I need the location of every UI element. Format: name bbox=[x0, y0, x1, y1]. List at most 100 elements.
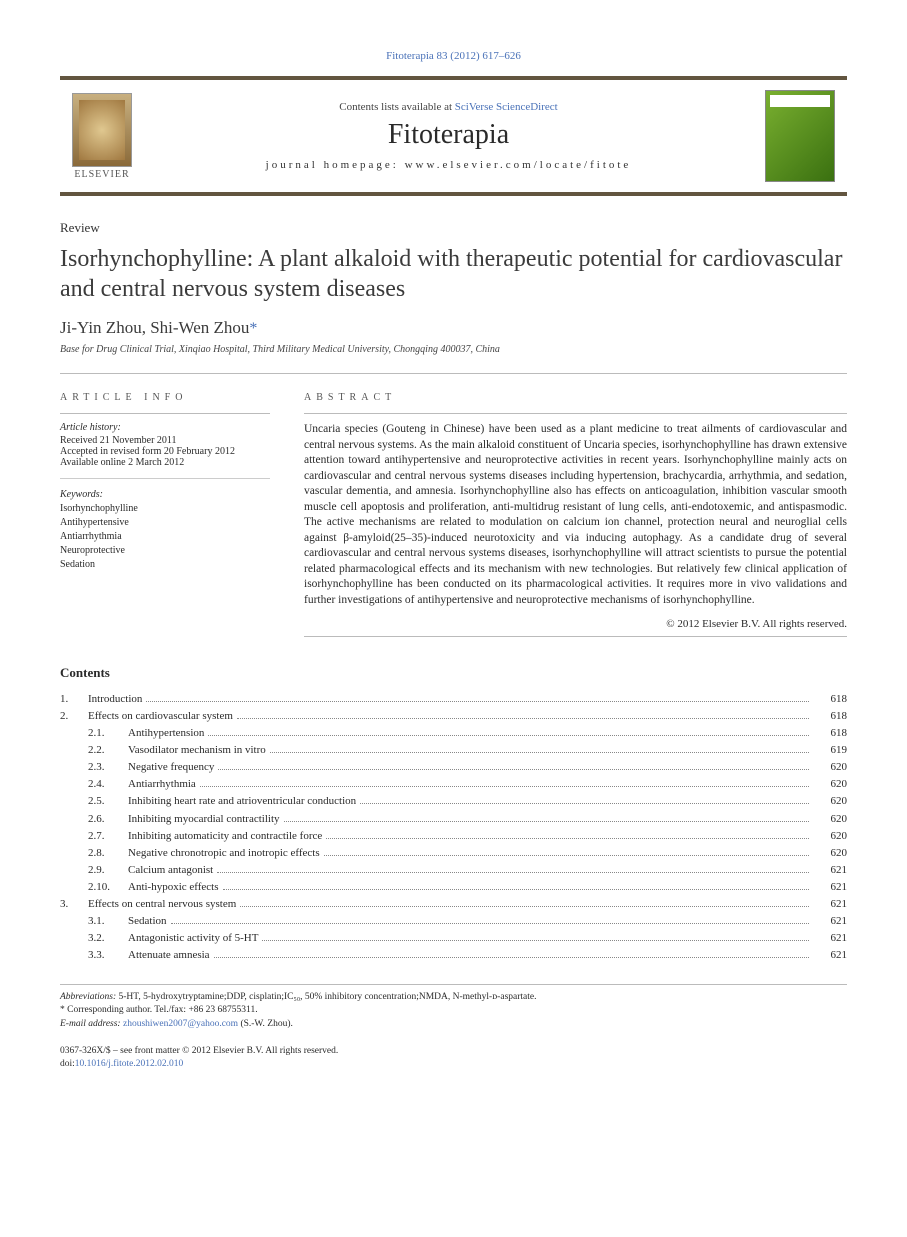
toc-page: 618 bbox=[813, 725, 847, 742]
toc-label: Vasodilator mechanism in vitro bbox=[128, 742, 266, 759]
toc-row: 2.4.Antiarrhythmia620 bbox=[60, 776, 847, 793]
toc-label: Inhibiting myocardial contractility bbox=[128, 811, 280, 828]
toc-subnumber: 2.9. bbox=[88, 862, 128, 879]
toc-page: 620 bbox=[813, 828, 847, 845]
toc-page: 619 bbox=[813, 742, 847, 759]
toc-label: Antagonistic activity of 5-HT bbox=[128, 930, 258, 947]
toc-page: 621 bbox=[813, 862, 847, 879]
history-label: Article history: bbox=[60, 422, 270, 433]
doi-link[interactable]: 10.1016/j.fitote.2012.02.010 bbox=[75, 1059, 183, 1069]
toc-row: 2.5.Inhibiting heart rate and atrioventr… bbox=[60, 793, 847, 810]
toc-label: Sedation bbox=[128, 913, 167, 930]
toc-page: 618 bbox=[813, 708, 847, 725]
citation-line: Fitoterapia 83 (2012) 617–626 bbox=[60, 50, 847, 62]
abstract-heading: ABSTRACT bbox=[304, 392, 847, 403]
toc-row: 3.1.Sedation 621 bbox=[60, 913, 847, 930]
article-title: Isorhynchophylline: A plant alkaloid wit… bbox=[60, 244, 847, 304]
email-label: E-mail address: bbox=[60, 1019, 123, 1029]
toc-subnumber: 2.2. bbox=[88, 742, 128, 759]
footnotes: Abbreviations: 5-HT, 5-hydroxytryptamine… bbox=[60, 984, 847, 1031]
corresponding-label: * Corresponding author. Tel./fax: bbox=[60, 1005, 188, 1015]
toc-label: Attenuate amnesia bbox=[128, 947, 210, 964]
toc-row: 1.Introduction618 bbox=[60, 691, 847, 708]
contents-prefix: Contents lists available at bbox=[339, 101, 454, 113]
toc-row: 2.8.Negative chronotropic and inotropic … bbox=[60, 845, 847, 862]
article-info-column: ARTICLE INFO Article history: Received 2… bbox=[60, 392, 270, 637]
bottom-matter: 0367-326X/$ – see front matter © 2012 El… bbox=[60, 1045, 847, 1072]
email-link[interactable]: zhoushiwen2007@yahoo.com bbox=[123, 1019, 238, 1029]
received-date: Received 21 November 2011 bbox=[60, 435, 270, 446]
publisher-logo-block: ELSEVIER bbox=[72, 93, 132, 180]
toc-row: 2.2.Vasodilator mechanism in vitro 619 bbox=[60, 742, 847, 759]
toc-leader-dots bbox=[262, 940, 809, 941]
email-suffix: (S.-W. Zhou). bbox=[238, 1019, 293, 1029]
toc-page: 621 bbox=[813, 930, 847, 947]
toc-leader-dots bbox=[217, 872, 809, 873]
toc-subnumber: 2.7. bbox=[88, 828, 128, 845]
toc-row: 2.9.Calcium antagonist621 bbox=[60, 862, 847, 879]
keywords-label: Keywords: bbox=[60, 489, 270, 500]
toc-row: 2.10.Anti-hypoxic effects 621 bbox=[60, 879, 847, 896]
abbrev-text: 5-HT, 5-hydroxytryptamine;DDP, cisplatin… bbox=[116, 992, 536, 1002]
toc-row: 2.3.Negative frequency620 bbox=[60, 759, 847, 776]
author-list: Ji-Yin Zhou, Shi-Wen Zhou* bbox=[60, 318, 847, 338]
divider bbox=[60, 373, 847, 374]
toc-row: 3.2.Antagonistic activity of 5-HT 621 bbox=[60, 930, 847, 947]
toc-leader-dots bbox=[208, 735, 809, 736]
journal-header: ELSEVIER Contents lists available at Sci… bbox=[60, 76, 847, 196]
abbrev-label: Abbreviations: bbox=[60, 992, 116, 1002]
toc-number: 3. bbox=[60, 896, 88, 913]
journal-homepage: journal homepage: www.elsevier.com/locat… bbox=[146, 159, 751, 171]
toc-subnumber: 2.5. bbox=[88, 793, 128, 810]
sciencedirect-link[interactable]: SciVerse ScienceDirect bbox=[455, 101, 558, 113]
toc-label: Antihypertension bbox=[128, 725, 204, 742]
keyword: Isorhynchophylline bbox=[60, 502, 270, 516]
toc-leader-dots bbox=[237, 718, 809, 719]
copyright-line: © 2012 Elsevier B.V. All rights reserved… bbox=[304, 618, 847, 630]
article-type: Review bbox=[60, 220, 847, 236]
toc-page: 620 bbox=[813, 845, 847, 862]
front-matter-line: 0367-326X/$ – see front matter © 2012 El… bbox=[60, 1045, 847, 1058]
toc-page: 620 bbox=[813, 811, 847, 828]
accepted-date: Accepted in revised form 20 February 201… bbox=[60, 446, 270, 457]
toc-leader-dots bbox=[200, 786, 809, 787]
toc-page: 621 bbox=[813, 947, 847, 964]
journal-cover-icon bbox=[765, 90, 835, 182]
online-date: Available online 2 March 2012 bbox=[60, 457, 270, 468]
toc-row: 3.3.Attenuate amnesia621 bbox=[60, 947, 847, 964]
keywords-list: Isorhynchophylline Antihypertensive Anti… bbox=[60, 502, 270, 572]
toc-row: 2.7.Inhibiting automaticity and contract… bbox=[60, 828, 847, 845]
elsevier-tree-icon bbox=[72, 93, 132, 167]
toc-subnumber: 3.1. bbox=[88, 913, 128, 930]
contents-heading: Contents bbox=[60, 665, 847, 681]
toc-leader-dots bbox=[270, 752, 809, 753]
doi-prefix: doi: bbox=[60, 1059, 75, 1069]
toc-label: Inhibiting heart rate and atrioventricul… bbox=[128, 793, 356, 810]
toc-leader-dots bbox=[218, 769, 809, 770]
toc-page: 621 bbox=[813, 879, 847, 896]
abstract-column: ABSTRACT Uncaria species (Gouteng in Chi… bbox=[304, 392, 847, 637]
abstract-text: Uncaria species (Gouteng in Chinese) hav… bbox=[304, 414, 847, 608]
table-of-contents: 1.Introduction6182.Effects on cardiovasc… bbox=[60, 691, 847, 964]
toc-subnumber: 2.8. bbox=[88, 845, 128, 862]
toc-row: 2.Effects on cardiovascular system618 bbox=[60, 708, 847, 725]
toc-label: Anti-hypoxic effects bbox=[128, 879, 219, 896]
toc-subnumber: 2.4. bbox=[88, 776, 128, 793]
toc-label: Negative frequency bbox=[128, 759, 214, 776]
toc-number: 1. bbox=[60, 691, 88, 708]
toc-leader-dots bbox=[223, 889, 809, 890]
toc-leader-dots bbox=[360, 803, 809, 804]
toc-label: Effects on cardiovascular system bbox=[88, 708, 233, 725]
publisher-name: ELSEVIER bbox=[72, 169, 132, 180]
contents-available-line: Contents lists available at SciVerse Sci… bbox=[146, 101, 751, 113]
homepage-url[interactable]: www.elsevier.com/locate/fitote bbox=[405, 159, 632, 171]
toc-subnumber: 2.10. bbox=[88, 879, 128, 896]
toc-leader-dots bbox=[240, 906, 809, 907]
toc-label: Negative chronotropic and inotropic effe… bbox=[128, 845, 320, 862]
toc-label: Inhibiting automaticity and contractile … bbox=[128, 828, 322, 845]
toc-label: Effects on central nervous system bbox=[88, 896, 236, 913]
toc-label: Antiarrhythmia bbox=[128, 776, 196, 793]
keyword: Neuroprotective bbox=[60, 544, 270, 558]
toc-page: 621 bbox=[813, 913, 847, 930]
toc-subnumber: 3.2. bbox=[88, 930, 128, 947]
